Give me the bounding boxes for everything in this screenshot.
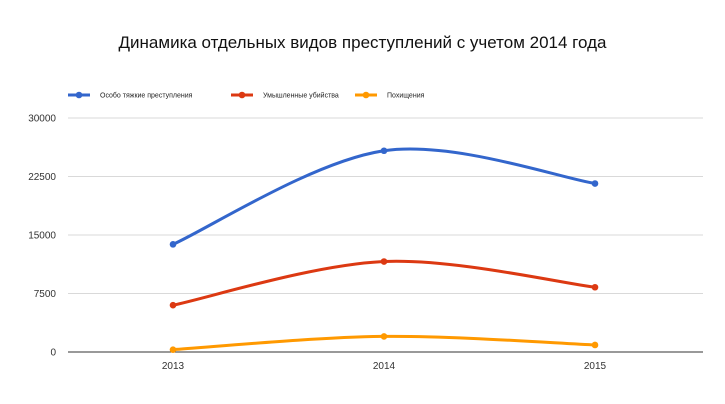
x-tick-label-2014: 2014 — [373, 361, 396, 372]
series-line-1 — [171, 259, 597, 307]
x-axis-ticks: 2013 2014 2015 — [162, 361, 607, 372]
y-tick-label-7500: 7500 — [34, 289, 57, 300]
series-points — [169, 147, 599, 353]
legend-label-1: Умышленные убийства — [263, 92, 339, 100]
data-point-0-2014[interactable] — [380, 147, 388, 155]
data-point-0-2013[interactable] — [169, 241, 177, 248]
y-tick-label-0: 0 — [50, 348, 56, 359]
legend-label-0: Особо тяжкие преступления — [100, 92, 193, 100]
y-tick-label-15000: 15000 — [28, 231, 56, 242]
series-line-0 — [171, 147, 597, 246]
legend-item-0[interactable]: Особо тяжкие преступления — [68, 92, 193, 100]
y-tick-label-30000: 30000 — [28, 114, 56, 125]
data-point-2-2013[interactable] — [169, 346, 177, 353]
series-lines — [171, 147, 597, 352]
legend-label-2: Похищения — [387, 93, 425, 100]
legend-marker-2 — [362, 91, 370, 99]
x-tick-label-2013: 2013 — [162, 361, 185, 372]
y-axis-ticks: 0 7500 15000 22500 30000 — [28, 114, 56, 359]
chart-title: Динамика отдельных видов преступлений с … — [118, 33, 607, 52]
data-point-2-2015[interactable] — [591, 341, 599, 349]
data-point-1-2014[interactable] — [380, 258, 388, 265]
legend-item-2[interactable]: Похищения — [355, 91, 425, 100]
data-point-1-2013[interactable] — [169, 301, 177, 309]
legend: Особо тяжкие преступления Умышленные убий… — [68, 92, 425, 100]
data-point-2-2014[interactable] — [380, 333, 388, 340]
legend-item-1[interactable]: Умышленные убийства — [231, 92, 339, 100]
y-tick-label-22500: 22500 — [28, 172, 56, 183]
x-tick-label-2015: 2015 — [584, 361, 607, 372]
data-point-1-2015[interactable] — [591, 283, 599, 291]
data-point-0-2015[interactable] — [591, 180, 599, 187]
legend-marker-1 — [238, 91, 246, 99]
legend-marker-0 — [75, 91, 83, 99]
gridlines — [68, 117, 703, 353]
